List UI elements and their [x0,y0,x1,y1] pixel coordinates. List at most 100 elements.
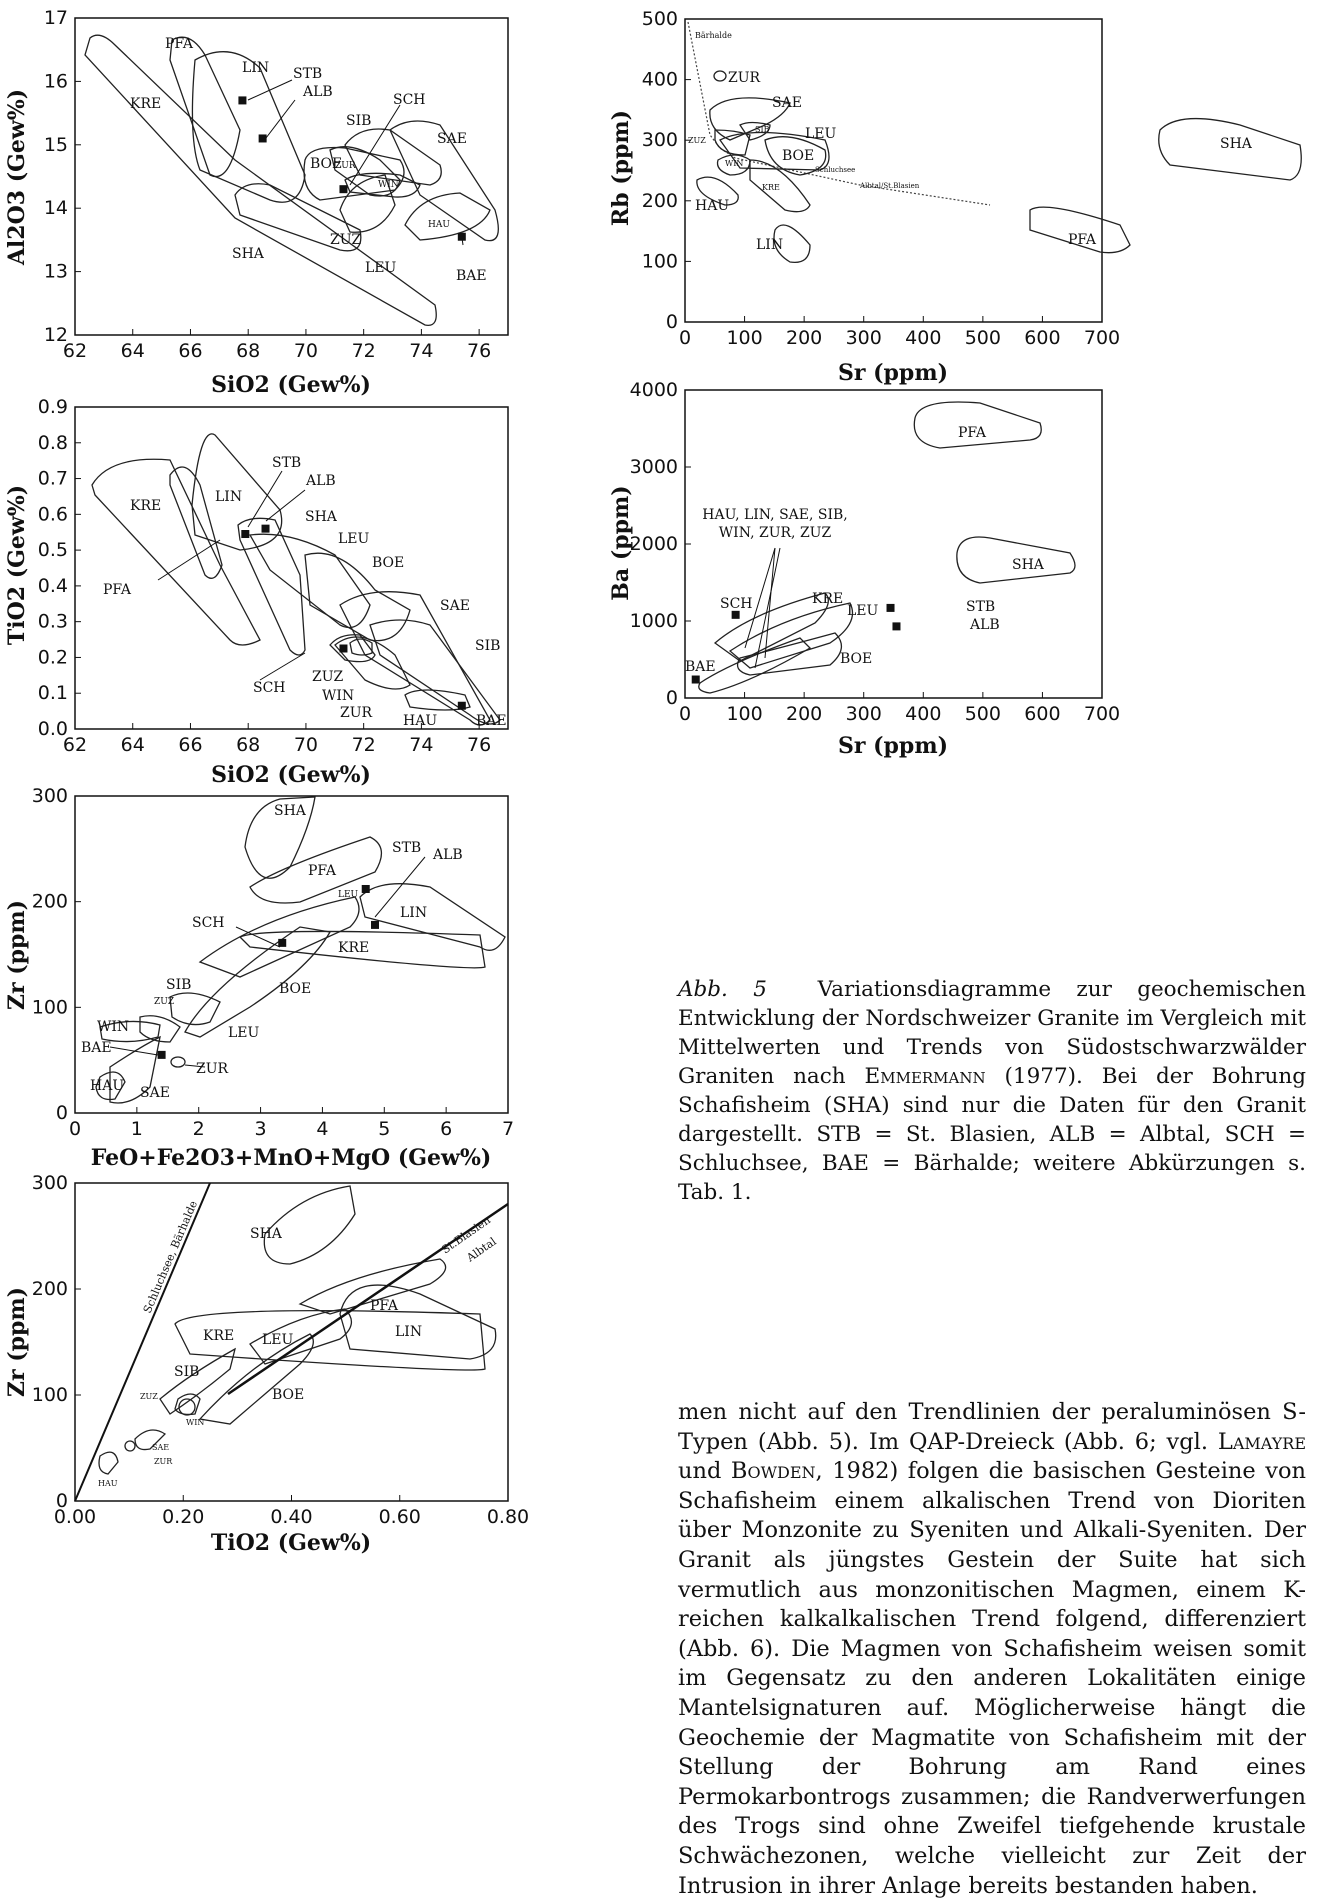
al2o3-sio2-chart: PFA LIN STB ALB KRE SCH SIB SAE BOE ZUR WIN HA… [0,0,560,400]
field-zuz [139,1015,181,1043]
field-win [349,638,373,656]
x-tick-label: 70 [294,734,318,756]
label-zuz: ZUZ [154,997,174,1007]
field-boe [764,136,827,176]
point-bae [691,675,700,684]
x-tick-label: 100 [726,327,762,349]
point-sch [339,185,348,194]
plot-frame [74,17,509,336]
x-tick-label: 76 [467,734,491,756]
field-lin [339,1284,497,1360]
field-sib [169,992,221,1026]
svg-text:SHA: SHA [274,803,307,819]
svg-text:HAU: HAU [90,1078,124,1094]
point-sch [278,938,287,947]
label-zur: ZUR [335,161,356,171]
field-hau [98,1451,119,1475]
svg-text:LIN: LIN [395,1324,422,1340]
x-tick-label: 7 [502,1118,514,1140]
y-tick-label: 0.9 [38,396,68,418]
field-sae [709,97,791,141]
svg-text:SIB: SIB [166,977,191,993]
label-hau: HAU [98,1479,118,1488]
trend-label-schluchsee: Schluchsee [815,166,855,174]
label-win: WIN [186,1418,204,1427]
svg-text:BAE: BAE [81,1040,112,1056]
y-tick-label: 12 [44,324,68,346]
figure-caption: Abb. 5 Variationsdiagramme zur geochemis… [678,975,1306,1207]
field-labels: PFA SHA KRE LEU SCH STB ALB BOE BAE [685,425,1045,675]
x-axis-label: FeO+Fe2O3+MnO+MgO (Gew%) [91,1145,492,1171]
field-sae [134,1429,167,1451]
field-group [698,637,812,694]
x-tick-label: 300 [846,327,882,349]
point-bae [457,701,466,710]
y-tick-label: 17 [44,7,68,29]
svg-text:SHA: SHA [305,509,338,525]
y-tick-label: 14 [44,197,68,219]
field-kre [713,592,829,662]
x-ticks: 0 1 2 3 4 5 6 7 [69,1107,514,1140]
field-outlines [98,1185,497,1475]
svg-text:BOE: BOE [840,651,872,667]
rb-sr-svg: ZUR SAE SIB ZUZ LEU BOE WIN KRE HAU LIN SHA… [608,8,1302,386]
al2o3-sio2-svg: PFA LIN STB ALB KRE SCH SIB SAE BOE ZUR WIN HA… [4,7,509,398]
group-label-line2: WIN, ZUR, ZUZ [719,525,832,541]
y-tick-label: 0.2 [38,646,68,668]
field-sha [234,183,362,252]
point-bae [157,1050,166,1059]
field-zuz [329,634,376,663]
label-leu-top: LEU [338,890,359,900]
x-tick-label: 600 [1024,327,1060,349]
field-kre [238,930,486,969]
svg-text:ALB: ALB [305,473,336,489]
svg-text:KRE: KRE [203,1328,234,1344]
x-tick-label: 0.20 [162,1506,204,1528]
x-axis-label: SiO2 (Gew%) [211,372,371,398]
svg-text:SCH: SCH [192,915,225,931]
svg-text:ZUZ: ZUZ [330,232,362,248]
caption-author: Emmermann [864,1064,986,1089]
x-ticks: 62 64 66 68 70 72 74 76 [63,329,491,362]
label-kre: KRE [762,183,780,192]
y-tick-label: 2000 [630,533,678,555]
svg-text:SIB: SIB [174,1364,199,1380]
x-tick-label: 300 [846,703,882,725]
svg-text:KRE: KRE [338,940,369,956]
field-sha [237,517,306,656]
svg-text:PFA: PFA [370,1298,399,1314]
x-tick-label: 3 [255,1118,267,1140]
body-text-3: , 1982) folgen die basischen Gesteine vo… [678,1458,1307,1899]
body-paragraph: men nicht auf den Trendlinien der peralu… [678,1398,1306,1901]
field-boe [304,552,411,642]
svg-text:KRE: KRE [130,96,161,112]
y-tick-label: 100 [642,250,678,272]
point-alb [261,524,270,533]
x-tick-label: 70 [294,340,318,362]
y-ticks: 0.0 0.1 0.2 0.3 0.4 0.5 0.6 0.7 0.8 0.9 [38,396,81,740]
y-tick-label: 0.5 [38,539,68,561]
trend-label-baerhalde: Bärhalde [695,31,732,40]
y-tick-label: 0 [666,687,678,709]
svg-text:SHA: SHA [1012,557,1045,573]
y-tick-label: 0.6 [38,503,68,525]
svg-text:ALB: ALB [969,617,1000,633]
field-sib [344,128,442,186]
y-tick-label: 500 [642,8,678,30]
field-labels: ZUR SAE SIB ZUZ LEU BOE WIN KRE HAU LIN SHA… [688,70,1253,253]
svg-text:PFA: PFA [103,582,132,598]
field-zur [713,70,727,82]
trend-lines [74,1182,509,1502]
svg-text:BOE: BOE [372,555,404,571]
field-zur [124,1440,136,1452]
y-tick-label: 200 [642,190,678,212]
svg-text:STB: STB [293,66,322,82]
field-zuz [714,129,751,156]
field-sib [739,121,771,141]
svg-text:HAU: HAU [403,713,437,729]
field-sib [159,1347,236,1415]
y-axis-label: Ba (ppm) [608,485,634,600]
field-boe [303,146,405,201]
field-hau [404,689,471,711]
